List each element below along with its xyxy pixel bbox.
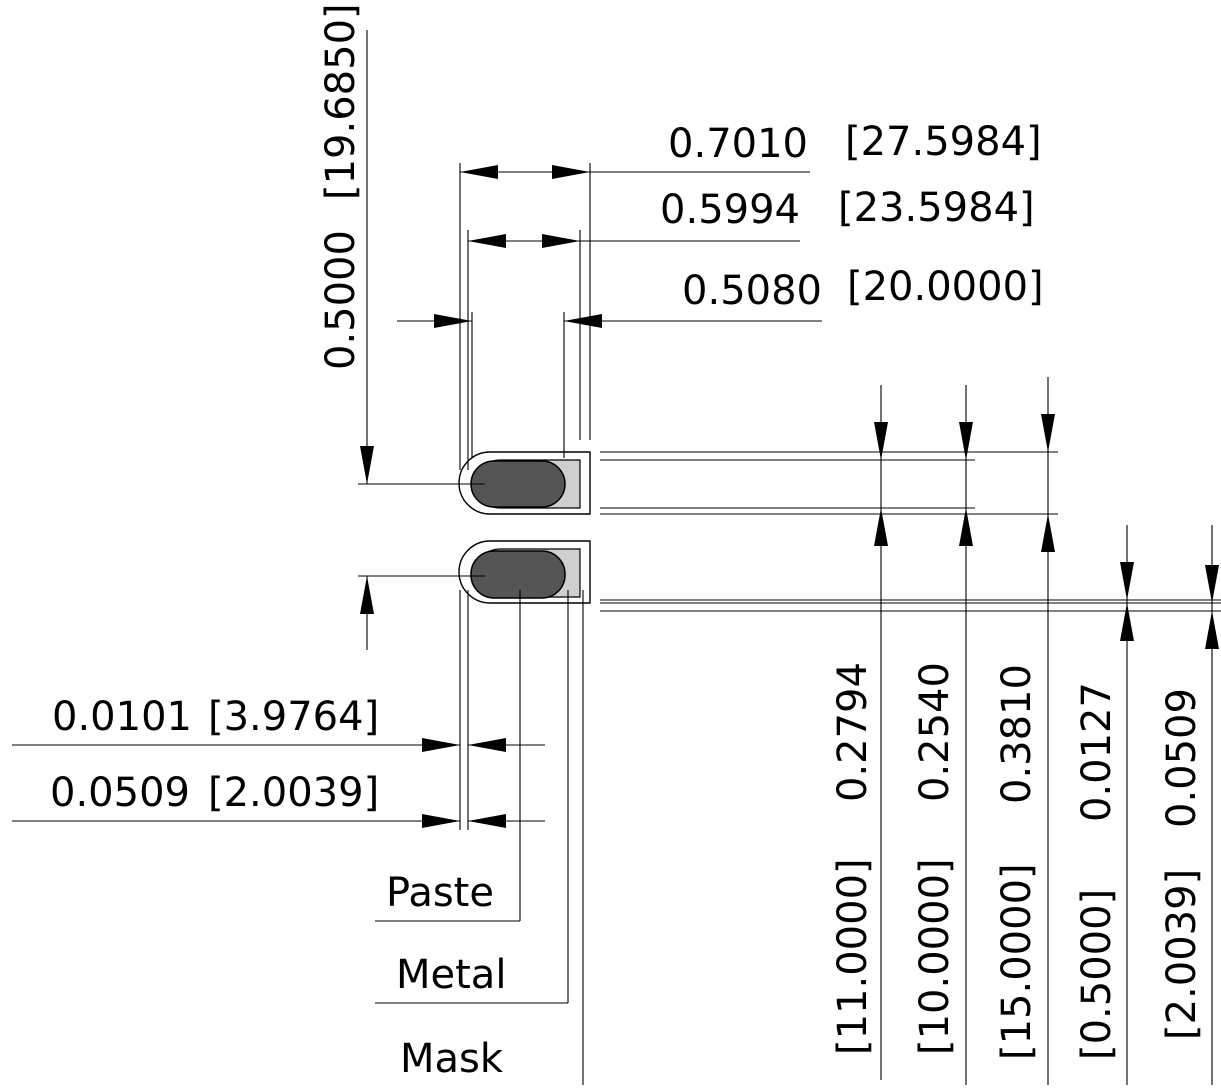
dim-top-2-mm: 0.5994 — [660, 187, 800, 233]
dim-right-4-mm: 0.0127 — [1074, 682, 1120, 822]
dim-right-5-mil: [2.0039] — [1159, 869, 1205, 1040]
dim-top-1-mm: 0.7010 — [668, 121, 808, 167]
dim-top-1-mil: [27.5984] — [845, 119, 1042, 165]
dim-top-3-mm: 0.5080 — [682, 268, 822, 314]
dim-left-2-mm: 0.0509 — [50, 770, 190, 816]
label-mask: Mask — [400, 1036, 504, 1082]
dim-left-1-mm: 0.0101 — [52, 694, 192, 740]
dim-right-3-mil: [15.0000] — [994, 863, 1040, 1060]
top-pad-paste — [470, 460, 566, 508]
dim-right-1-mm: 0.2794 — [830, 662, 876, 802]
vertical-pitch-dimension — [358, 30, 485, 650]
label-metal: Metal — [396, 952, 506, 998]
dim-top-2-mil: [23.5984] — [838, 185, 1035, 231]
dim-right-3-mm: 0.3810 — [994, 664, 1040, 804]
dim-right-4-mil: [0.5000] — [1074, 889, 1120, 1060]
dim-vertical-mm: 0.5000 — [318, 230, 364, 370]
bottom-pad-mask-outline — [458, 540, 591, 604]
top-dimension-lines — [397, 163, 822, 470]
dim-left-1-mil: [3.9764] — [208, 694, 379, 740]
dim-right-2-mil: [10.0000] — [912, 858, 958, 1055]
dim-right-1-mil: [11.0000] — [830, 858, 876, 1055]
top-pad-mask-outline — [458, 451, 591, 515]
left-dimension-lines — [12, 590, 545, 830]
dim-vertical-mil: [19.6850] — [318, 3, 364, 200]
dim-right-2-mm: 0.2540 — [912, 662, 958, 802]
dim-left-2-mil: [2.0039] — [208, 770, 379, 816]
label-paste: Paste — [386, 870, 494, 916]
bottom-pad-paste — [470, 550, 566, 599]
right-dim-lines — [874, 377, 1219, 1085]
dim-top-3-mil: [20.0000] — [847, 264, 1044, 310]
right-extension-lines — [600, 451, 1221, 612]
dim-right-5-mm: 0.0509 — [1159, 688, 1205, 828]
layer-leader-lines — [375, 590, 584, 1085]
